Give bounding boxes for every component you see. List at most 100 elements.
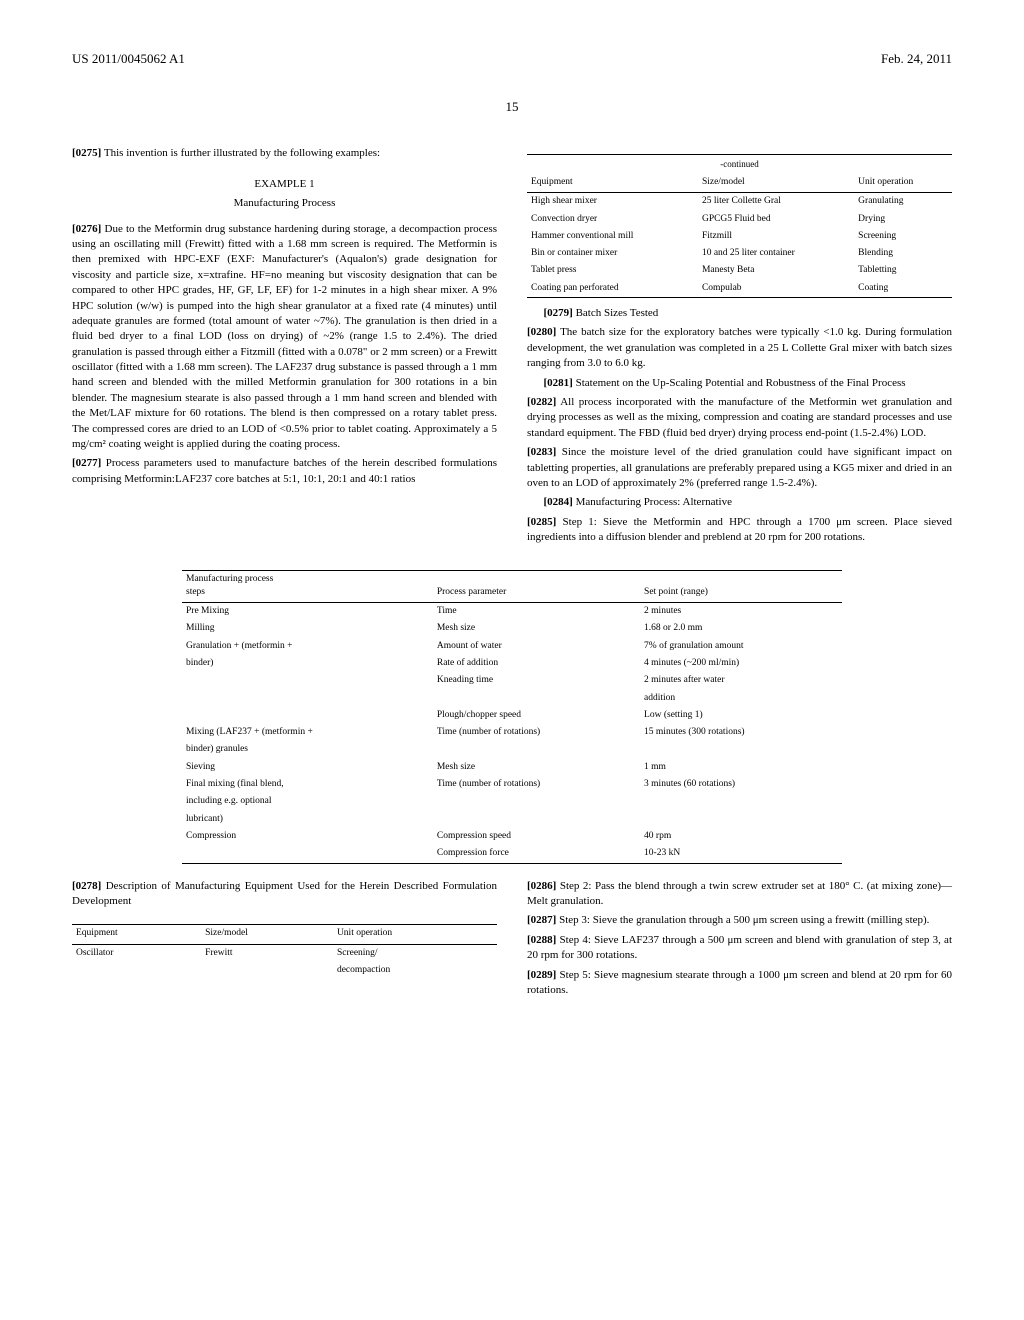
table-cell: Granulating	[854, 193, 952, 211]
para-num: [0280]	[527, 326, 556, 338]
table-cell: 7% of granulation amount	[640, 638, 842, 655]
table-cell	[640, 811, 842, 828]
table-cell: binder)	[182, 655, 433, 672]
table-cell: lubricant)	[182, 811, 433, 828]
table-row: SievingMesh size1 mm	[182, 759, 842, 776]
table-cell: 2 minutes after water	[640, 672, 842, 689]
table-cell: Milling	[182, 620, 433, 637]
para-text: Batch Sizes Tested	[576, 307, 659, 319]
table-cell	[72, 962, 201, 979]
table-row: Coating pan perforatedCompulabCoating	[527, 280, 952, 298]
table-row: Bin or container mixer10 and 25 liter co…	[527, 245, 952, 262]
table-cell: 15 minutes (300 rotations)	[640, 724, 842, 741]
table-cell: Drying	[854, 211, 952, 228]
table-cell: 3 minutes (60 rotations)	[640, 776, 842, 793]
table-cell: Rate of addition	[433, 655, 640, 672]
para-num: [0276]	[72, 223, 101, 235]
page-header: US 2011/0045062 A1 Feb. 24, 2011	[72, 50, 952, 68]
header-right: Feb. 24, 2011	[881, 50, 952, 68]
table-cell: Pre Mixing	[182, 603, 433, 621]
para-text: Step 5: Sieve magnesium stearate through…	[527, 969, 952, 996]
para-text: Step 1: Sieve the Metformin and HPC thro…	[527, 516, 952, 543]
table-row: decompaction	[72, 962, 497, 979]
para-0285: [0285] Step 1: Sieve the Metformin and H…	[527, 515, 952, 546]
table-cell: addition	[640, 690, 842, 707]
para-0288: [0288] Step 4: Sieve LAF237 through a 50…	[527, 933, 952, 964]
left-column-bottom: [0278] Description of Manufacturing Equi…	[72, 879, 497, 1003]
table-row: Hammer conventional millFitzmillScreenin…	[527, 228, 952, 245]
table-row: binder) granules	[182, 741, 842, 758]
table-cell: 4 minutes (~200 ml/min)	[640, 655, 842, 672]
para-text: The batch size for the exploratory batch…	[527, 326, 952, 369]
table-cell: Manesty Beta	[698, 262, 854, 279]
table-row: Plough/chopper speedLow (setting 1)	[182, 707, 842, 724]
table-cell	[640, 741, 842, 758]
table-cell	[182, 707, 433, 724]
table-cell: Plough/chopper speed	[433, 707, 640, 724]
para-text: Manufacturing Process: Alternative	[576, 496, 732, 508]
table-row: including e.g. optional	[182, 793, 842, 810]
table-row: Kneading time2 minutes after water	[182, 672, 842, 689]
table-header: Equipment	[527, 174, 698, 193]
table-row: Mixing (LAF237 + (metformin +Time (numbe…	[182, 724, 842, 741]
table-cell: decompaction	[333, 962, 497, 979]
table-cell	[640, 793, 842, 810]
para-num: [0285]	[527, 516, 556, 528]
para-0289: [0289] Step 5: Sieve magnesium stearate …	[527, 968, 952, 999]
table-header: Size/model	[698, 174, 854, 193]
table-cell: Time (number of rotations)	[433, 776, 640, 793]
para-num: [0277]	[72, 457, 101, 469]
para-0280: [0280] The batch size for the explorator…	[527, 325, 952, 371]
para-0279: [0279] Batch Sizes Tested	[527, 306, 952, 321]
para-text: Due to the Metformin drug substance hard…	[72, 223, 497, 450]
table-cell: Compulab	[698, 280, 854, 298]
header-line: Manufacturing process	[186, 574, 273, 584]
table-cell	[433, 811, 640, 828]
table-cell: Bin or container mixer	[527, 245, 698, 262]
table-header: Unit operation	[333, 925, 497, 944]
example-subtitle: Manufacturing Process	[72, 196, 497, 211]
para-num: [0288]	[527, 934, 556, 946]
table-cell: Coating pan perforated	[527, 280, 698, 298]
table-cell: Mesh size	[433, 759, 640, 776]
table-header: Unit operation	[854, 174, 952, 193]
table-cell	[182, 845, 433, 863]
table-cell: Time (number of rotations)	[433, 724, 640, 741]
table-cell: Mesh size	[433, 620, 640, 637]
table-cell: 2 minutes	[640, 603, 842, 621]
table-cell: Tabletting	[854, 262, 952, 279]
para-text: Step 4: Sieve LAF237 through a 500 μm sc…	[527, 934, 952, 961]
table-row: MillingMesh size1.68 or 2.0 mm	[182, 620, 842, 637]
para-0276: [0276] Due to the Metformin drug substan…	[72, 222, 497, 453]
table-cell: Low (setting 1)	[640, 707, 842, 724]
para-0282: [0282] All process incorporated with the…	[527, 395, 952, 441]
para-text: Description of Manufacturing Equipment U…	[72, 880, 497, 907]
table-cell: Mixing (LAF237 + (metformin +	[182, 724, 433, 741]
table-header: Size/model	[201, 925, 333, 944]
table-cell: Screening	[854, 228, 952, 245]
para-0277: [0277] Process parameters used to manufa…	[72, 456, 497, 487]
table-cell: Granulation + (metformin +	[182, 638, 433, 655]
table-cell: Tablet press	[527, 262, 698, 279]
para-0278: [0278] Description of Manufacturing Equi…	[72, 879, 497, 910]
para-num: [0282]	[527, 396, 556, 408]
para-text: This invention is further illustrated by…	[104, 147, 380, 159]
para-num: [0284]	[544, 496, 573, 508]
table-row: Tablet pressManesty BetaTabletting	[527, 262, 952, 279]
header-line: steps	[186, 587, 205, 597]
table-cell: Time	[433, 603, 640, 621]
para-0284: [0284] Manufacturing Process: Alternativ…	[527, 495, 952, 510]
table-row: Pre MixingTime2 minutes	[182, 603, 842, 621]
para-text: Step 2: Pass the blend through a twin sc…	[527, 880, 952, 907]
table-cell: Hammer conventional mill	[527, 228, 698, 245]
table-cell: 25 liter Collette Gral	[698, 193, 854, 211]
table-cell	[433, 741, 640, 758]
table-row: binder)Rate of addition4 minutes (~200 m…	[182, 655, 842, 672]
table-row: Final mixing (final blend,Time (number o…	[182, 776, 842, 793]
table-header: Manufacturing process steps	[182, 570, 433, 603]
table-row: OscillatorFrewittScreening/	[72, 944, 497, 962]
bottom-columns: [0278] Description of Manufacturing Equi…	[72, 879, 952, 1003]
table-cell: Oscillator	[72, 944, 201, 962]
equipment-table-continued: -continued Equipment Size/model Unit ope…	[527, 154, 952, 298]
content-columns: [0275] This invention is further illustr…	[72, 146, 952, 549]
